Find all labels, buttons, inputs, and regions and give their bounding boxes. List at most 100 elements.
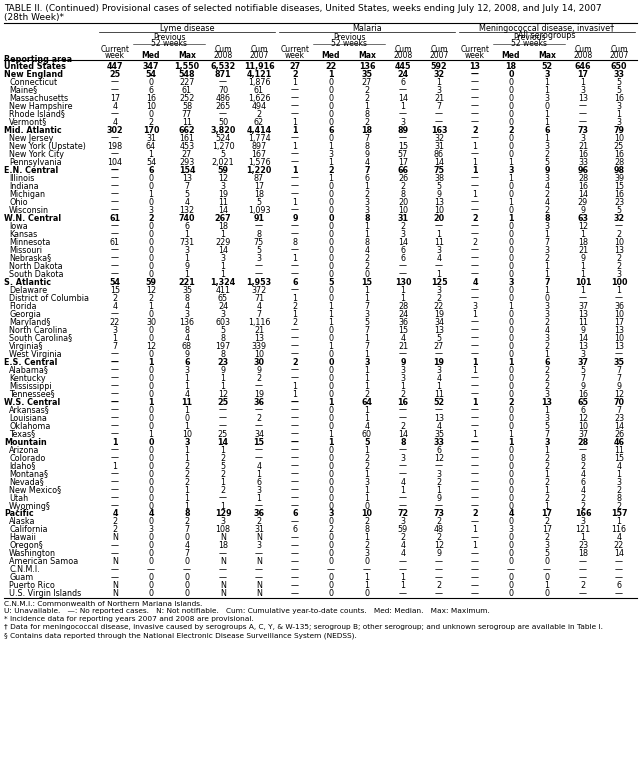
Text: 445: 445 bbox=[395, 61, 412, 70]
Text: Current: Current bbox=[460, 45, 490, 54]
Text: —: — bbox=[255, 262, 263, 271]
Text: 70: 70 bbox=[218, 86, 228, 95]
Text: 5: 5 bbox=[256, 197, 262, 207]
Text: 1: 1 bbox=[221, 502, 226, 510]
Text: 2: 2 bbox=[328, 165, 334, 174]
Text: 0: 0 bbox=[328, 206, 333, 214]
Text: —: — bbox=[399, 461, 407, 470]
Text: 52: 52 bbox=[433, 398, 445, 406]
Text: 2: 2 bbox=[328, 526, 333, 535]
Text: 12: 12 bbox=[434, 542, 444, 551]
Text: 0: 0 bbox=[365, 502, 369, 510]
Text: N: N bbox=[256, 581, 262, 591]
Text: 3: 3 bbox=[401, 517, 406, 526]
Text: 6: 6 bbox=[401, 77, 406, 86]
Text: 2: 2 bbox=[581, 461, 586, 470]
Text: Missouri: Missouri bbox=[9, 246, 42, 255]
Text: —: — bbox=[579, 102, 587, 110]
Text: —: — bbox=[291, 517, 299, 526]
Text: 36: 36 bbox=[398, 317, 408, 327]
Text: 31: 31 bbox=[434, 142, 444, 151]
Text: —: — bbox=[111, 190, 119, 198]
Text: —: — bbox=[291, 246, 299, 255]
Text: Washington: Washington bbox=[9, 549, 56, 558]
Text: 347: 347 bbox=[143, 61, 159, 70]
Text: Med: Med bbox=[322, 51, 340, 60]
Text: 0: 0 bbox=[149, 109, 153, 119]
Text: 1: 1 bbox=[328, 310, 333, 318]
Text: 23: 23 bbox=[614, 197, 624, 207]
Text: 12: 12 bbox=[146, 285, 156, 295]
Text: —: — bbox=[291, 269, 299, 278]
Text: 0: 0 bbox=[328, 558, 333, 567]
Text: 15: 15 bbox=[398, 325, 408, 334]
Text: 0: 0 bbox=[508, 422, 513, 431]
Text: 4: 4 bbox=[365, 246, 369, 255]
Text: 2: 2 bbox=[365, 86, 370, 95]
Text: 650: 650 bbox=[611, 61, 628, 70]
Text: 21: 21 bbox=[578, 246, 588, 255]
Text: 1: 1 bbox=[185, 269, 190, 278]
Text: 1,116: 1,116 bbox=[248, 317, 271, 327]
Text: 23: 23 bbox=[614, 414, 624, 422]
Text: 1: 1 bbox=[292, 253, 297, 262]
Text: 10: 10 bbox=[398, 206, 408, 214]
Text: 39: 39 bbox=[614, 174, 624, 183]
Text: —: — bbox=[111, 246, 119, 255]
Text: 1: 1 bbox=[365, 285, 369, 295]
Text: —: — bbox=[291, 493, 299, 503]
Text: 2: 2 bbox=[617, 486, 622, 494]
Text: 19: 19 bbox=[254, 389, 264, 399]
Text: 2: 2 bbox=[148, 213, 154, 223]
Text: —: — bbox=[219, 493, 227, 503]
Text: 0: 0 bbox=[328, 477, 333, 487]
Text: 12: 12 bbox=[218, 174, 228, 183]
Text: Arkansas§: Arkansas§ bbox=[9, 405, 50, 415]
Text: 1,953: 1,953 bbox=[246, 278, 272, 287]
Text: 1: 1 bbox=[544, 77, 549, 86]
Text: —: — bbox=[399, 269, 407, 278]
Text: 10: 10 bbox=[614, 310, 624, 318]
Text: 2: 2 bbox=[472, 237, 478, 246]
Text: 2: 2 bbox=[544, 366, 549, 375]
Text: —: — bbox=[291, 533, 299, 542]
Text: —: — bbox=[291, 422, 299, 431]
Text: 10: 10 bbox=[254, 350, 264, 359]
Text: —: — bbox=[111, 454, 119, 463]
Text: 10: 10 bbox=[362, 509, 372, 519]
Text: Med: Med bbox=[142, 51, 160, 60]
Text: 9: 9 bbox=[256, 366, 262, 375]
Text: —: — bbox=[111, 165, 119, 174]
Text: 34: 34 bbox=[254, 429, 264, 438]
Text: 12: 12 bbox=[218, 389, 228, 399]
Text: —: — bbox=[111, 565, 119, 575]
Text: 8: 8 bbox=[221, 334, 226, 343]
Text: 64: 64 bbox=[146, 142, 156, 151]
Text: 1: 1 bbox=[544, 285, 549, 295]
Text: 0: 0 bbox=[185, 533, 190, 542]
Text: 0: 0 bbox=[508, 486, 513, 494]
Text: 0: 0 bbox=[544, 102, 549, 110]
Text: 33: 33 bbox=[613, 70, 624, 79]
Text: 0: 0 bbox=[149, 486, 153, 494]
Text: 18: 18 bbox=[362, 125, 372, 135]
Text: N: N bbox=[220, 558, 226, 567]
Text: —: — bbox=[111, 262, 119, 271]
Text: Cum: Cum bbox=[250, 45, 268, 54]
Text: 4: 4 bbox=[113, 118, 117, 126]
Text: 1: 1 bbox=[472, 310, 478, 318]
Text: 3: 3 bbox=[401, 118, 406, 126]
Text: 12: 12 bbox=[614, 389, 624, 399]
Text: 7: 7 bbox=[112, 341, 117, 350]
Text: 1: 1 bbox=[365, 470, 369, 478]
Text: 15: 15 bbox=[614, 454, 624, 463]
Text: 0: 0 bbox=[149, 477, 153, 487]
Text: 18: 18 bbox=[578, 237, 588, 246]
Text: 0: 0 bbox=[149, 493, 153, 503]
Text: 2: 2 bbox=[581, 502, 586, 510]
Text: 0: 0 bbox=[149, 461, 153, 470]
Text: 1: 1 bbox=[401, 574, 406, 582]
Text: —: — bbox=[111, 197, 119, 207]
Text: —: — bbox=[471, 102, 479, 110]
Text: —: — bbox=[291, 502, 299, 510]
